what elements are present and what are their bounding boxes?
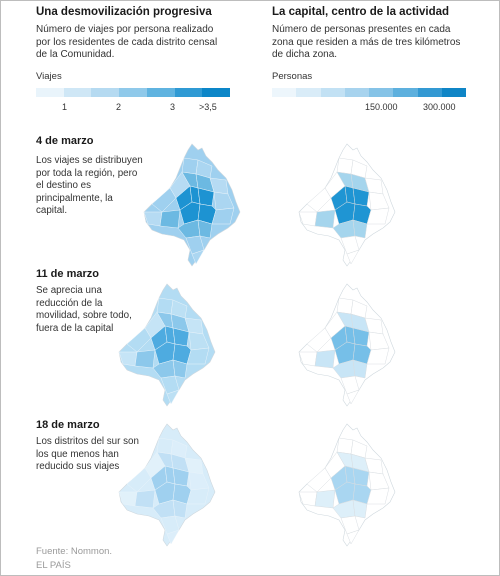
madrid-people-map (298, 143, 396, 267)
legend-swatch (441, 88, 466, 97)
census-district (181, 157, 199, 175)
left-legend-tick: 1 (62, 102, 68, 112)
census-district (314, 349, 336, 369)
census-district (336, 437, 354, 455)
census-district (352, 219, 368, 239)
census-district (186, 487, 210, 505)
legend-swatch (417, 88, 442, 97)
census-district (314, 209, 336, 229)
legend-swatch (393, 88, 418, 97)
section-date: 18 de marzo (36, 419, 100, 431)
right-legend-scale (272, 88, 466, 97)
census-district (197, 219, 213, 239)
census-district (134, 349, 156, 369)
right-legend-tick: 150.000 (365, 102, 398, 112)
census-district (336, 157, 354, 175)
census-district (143, 211, 163, 227)
census-district (172, 499, 188, 519)
census-district (186, 347, 210, 365)
census-district (118, 351, 138, 367)
right-legend-tick: 300.000 (423, 102, 456, 112)
census-district (336, 297, 354, 315)
madrid-people-map (298, 283, 396, 407)
census-district (346, 249, 360, 265)
left-legend-tick: 3 (170, 102, 176, 112)
right-column-subtitle: Número de personas presentes en cada zon… (272, 24, 461, 60)
census-district (366, 487, 390, 505)
madrid-people-map (298, 423, 396, 547)
section-date: 4 de marzo (36, 135, 94, 147)
census-district (346, 529, 360, 545)
section-description: Se aprecia una reducción de la movilidad… (36, 285, 132, 334)
census-district (118, 491, 138, 507)
legend-swatch (344, 88, 369, 97)
census-district (156, 297, 174, 315)
right-legend-title: Personas (272, 71, 313, 82)
census-district (166, 529, 180, 545)
left-legend-tick: >3,5 (199, 102, 217, 112)
legend-swatch (119, 88, 147, 97)
left-column-subtitle: Número de viajes por persona realizado p… (36, 24, 218, 60)
section-date: 11 de marzo (36, 268, 99, 280)
left-legend-scale (36, 88, 230, 97)
legend-swatch (369, 88, 394, 97)
census-district (298, 211, 318, 227)
census-district (298, 491, 318, 507)
census-district (352, 499, 368, 519)
census-district (314, 489, 336, 509)
publisher-credit: EL PAÍS (36, 560, 71, 571)
madrid-trips-map (118, 283, 216, 407)
section-description: Los distritos del sur son los que menos … (36, 436, 139, 472)
census-district (346, 389, 360, 405)
census-district (211, 207, 235, 225)
census-district (156, 437, 174, 455)
legend-swatch (202, 88, 230, 97)
section-description: Los viajes se distribuyen por toda la re… (36, 155, 143, 216)
legend-swatch (146, 88, 175, 97)
legend-swatch (36, 88, 64, 97)
census-district (191, 249, 205, 265)
census-district (134, 489, 156, 509)
census-district (172, 359, 188, 379)
left-column-title: Una desmovilización progresiva (36, 6, 212, 18)
census-district (366, 347, 390, 365)
right-column-title: La capital, centro de la actividad (272, 6, 450, 18)
legend-swatch (272, 88, 297, 97)
source-note: Fuente: Nommon. (36, 546, 113, 557)
census-district (159, 209, 181, 229)
census-district (298, 351, 318, 367)
legend-swatch (91, 88, 120, 97)
census-district (366, 207, 390, 225)
madrid-trips-map (118, 423, 216, 547)
left-legend-tick: 2 (116, 102, 122, 112)
legend-swatch (320, 88, 345, 97)
legend-swatch (63, 88, 92, 97)
census-district (166, 389, 180, 405)
madrid-trips-map (143, 143, 241, 267)
census-district (352, 359, 368, 379)
left-legend-title: Viajes (36, 71, 62, 82)
legend-swatch (174, 88, 203, 97)
legend-swatch (296, 88, 321, 97)
